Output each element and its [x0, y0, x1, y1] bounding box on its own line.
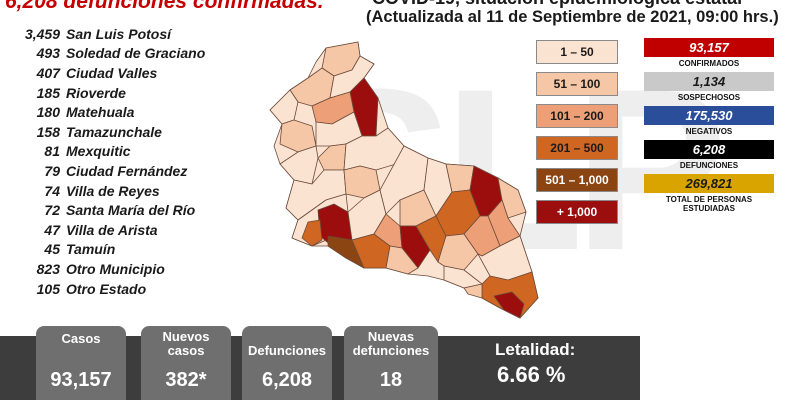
- card-label: Casos: [61, 331, 101, 346]
- card-label: Nuevos casos: [162, 329, 210, 358]
- list-item: 407 Ciudad Valles: [36, 64, 158, 81]
- headline: 6,208 defunciones confirmadas.: [5, 0, 324, 13]
- list-item: 45 Tamuín: [44, 241, 116, 258]
- card-defunciones: Defunciones 6,208: [242, 326, 332, 400]
- stat-label: NEGATIVOS: [685, 127, 733, 136]
- state-choropleth-map: [269, 41, 539, 319]
- stat-value: 269,821: [644, 174, 774, 193]
- list-item: 74 Villa de Reyes: [44, 182, 160, 199]
- stat-value: 93,157: [644, 38, 774, 57]
- card-value: 93,157: [50, 369, 112, 391]
- legend-swatch: + 1,000: [536, 200, 618, 224]
- region-polygon: [301, 219, 323, 247]
- stat-label: DEFUNCIONES: [679, 161, 739, 170]
- stats-panel: 93,157 CONFIRMADOS 1,134 SOSPECHOSOS 175…: [644, 38, 776, 217]
- region-polygon: [385, 245, 419, 275]
- region-polygon: [269, 89, 299, 125]
- list-item: 185 Rioverde: [36, 84, 126, 101]
- legend-swatch: 501 – 1,000: [536, 168, 618, 192]
- card-label: Nuevas defunciones: [352, 329, 430, 358]
- region-polygon: [493, 291, 525, 319]
- map-legend: 1 – 50 51 – 100 101 – 200 201 – 500 501 …: [536, 40, 620, 232]
- list-item: 823 Otro Municipio: [36, 260, 165, 277]
- stat-total-estudiadas: 269,821 TOTAL DE PERSONAS ESTUDIADAS: [644, 174, 776, 213]
- stat-value: 1,134: [644, 72, 774, 91]
- card-casos: Casos 93,157: [36, 326, 126, 400]
- list-item: 47 Villa de Arista: [44, 221, 158, 238]
- stat-label: CONFIRMADOS: [678, 59, 740, 68]
- stat-label: TOTAL DE PERSONAS ESTUDIADAS: [665, 195, 753, 213]
- list-item: 158 Tamazunchale: [36, 123, 162, 140]
- region-polygon: [399, 225, 431, 269]
- card-value: 382*: [165, 369, 207, 391]
- letalidad-value: 6.66 %: [497, 362, 566, 387]
- stat-sospechosos: 1,134 SOSPECHOSOS: [644, 72, 776, 102]
- list-item: 180 Matehuala: [36, 104, 135, 121]
- card-value: 6,208: [261, 369, 313, 391]
- report-title: COVID-19, situación epidemiológica estat…: [372, 0, 742, 9]
- list-item: 81 Mexquitic: [44, 143, 131, 160]
- stat-defunciones: 6,208 DEFUNCIONES: [644, 140, 776, 170]
- stat-value: 6,208: [644, 140, 774, 159]
- list-item: 72 Santa María del Río: [44, 202, 196, 219]
- stat-confirmados: 93,157 CONFIRMADOS: [644, 38, 776, 68]
- card-nuevas-defunciones: Nuevas defunciones 18: [344, 326, 438, 400]
- letalidad-label: Letalidad:: [495, 340, 576, 359]
- stat-negativos: 175,530 NEGATIVOS: [644, 106, 776, 136]
- card-value: 18: [379, 369, 403, 391]
- legend-swatch: 101 – 200: [536, 104, 618, 128]
- card-label: Defunciones: [247, 343, 326, 358]
- legend-swatch: 201 – 500: [536, 136, 618, 160]
- list-item: 79 Ciudad Fernández: [44, 162, 188, 179]
- report-updated: (Actualizada al 11 de Septiembre de 2021…: [366, 8, 779, 26]
- stat-label: SOSPECHOSOS: [677, 93, 741, 102]
- legend-swatch: 51 – 100: [536, 72, 618, 96]
- card-nuevos-casos: Nuevos casos 382*: [141, 326, 231, 400]
- region-polygon: [463, 283, 483, 299]
- municipality-list: 3,459 San Luis Potosí 493 Soledad de Graci…: [4, 24, 264, 298]
- legend-swatch: 1 – 50: [536, 40, 618, 64]
- list-item: 3,459 San Luis Potosí: [24, 25, 172, 42]
- list-item: 105 Otro Estado: [36, 280, 147, 297]
- region-polygon: [327, 235, 365, 269]
- stat-value: 175,530: [644, 106, 774, 125]
- list-item: 493 Soledad de Graciano: [36, 45, 206, 62]
